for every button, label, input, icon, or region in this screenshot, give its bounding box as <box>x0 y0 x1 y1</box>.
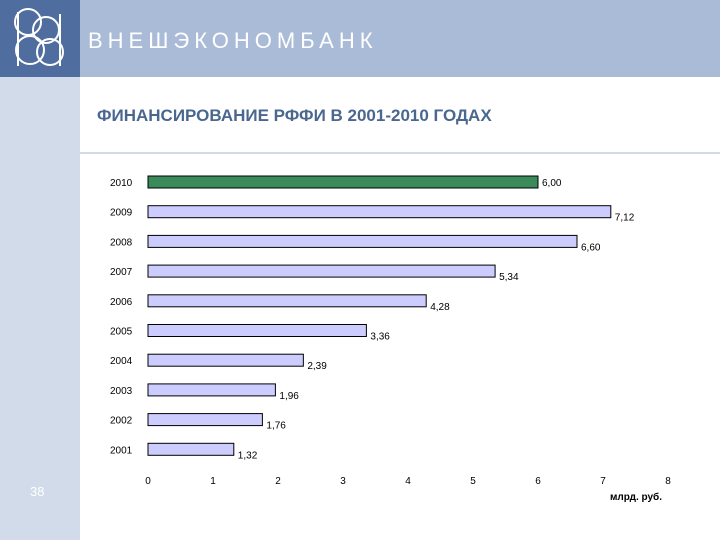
data-label: 1,32 <box>238 450 258 461</box>
x-tick-label: 3 <box>340 476 346 487</box>
x-tick-label: 7 <box>600 476 606 487</box>
bar-2002 <box>147 413 263 427</box>
bar-2007 <box>147 264 496 278</box>
bar-2008 <box>147 234 578 248</box>
title-divider <box>80 152 720 154</box>
left-strip <box>0 77 80 540</box>
category-label: 2009 <box>110 208 133 219</box>
category-label: 2001 <box>110 445 133 456</box>
bar-2009 <box>147 205 612 219</box>
bank-name: ВНЕШЭКОНОМБАНК <box>88 28 378 53</box>
data-label: 3,36 <box>370 332 390 343</box>
bar-2003 <box>147 383 276 397</box>
category-label: 2002 <box>110 416 133 427</box>
x-tick-label: 5 <box>470 476 476 487</box>
bank-logo-icon <box>14 8 64 66</box>
category-label: 2005 <box>110 327 133 338</box>
data-label: 4,28 <box>430 302 450 313</box>
slide-title: ФИНАНСИРОВАНИЕ РФФИ В 2001-2010 ГОДАХ <box>97 106 492 125</box>
category-label: 2007 <box>110 267 133 278</box>
data-label: 2,39 <box>307 361 327 372</box>
category-label: 2010 <box>110 178 133 189</box>
x-tick-label: 0 <box>145 476 151 487</box>
category-label: 2008 <box>110 237 133 248</box>
bar-2001 <box>147 442 235 456</box>
data-label: 1,96 <box>279 391 299 402</box>
data-label: 1,76 <box>266 421 286 432</box>
bar-2006 <box>147 294 427 308</box>
x-axis-label: млрд. руб. <box>610 491 662 503</box>
data-label: 6,00 <box>542 178 562 189</box>
category-label: 2004 <box>110 356 133 367</box>
bar-2005 <box>147 324 367 337</box>
category-label: 2006 <box>110 297 133 308</box>
x-tick-label: 2 <box>275 476 281 487</box>
x-tick-label: 8 <box>665 476 671 487</box>
bar-2004 <box>147 353 304 367</box>
category-label: 2003 <box>110 386 133 397</box>
data-label: 7,12 <box>615 213 635 224</box>
x-tick-label: 1 <box>210 476 216 487</box>
bar-2010 <box>147 175 539 189</box>
bank-logo <box>0 0 80 77</box>
page-number: 38 <box>30 484 45 499</box>
header-band <box>0 0 720 77</box>
x-tick-label: 4 <box>405 476 411 487</box>
data-label: 5,34 <box>499 272 519 283</box>
data-label: 6,60 <box>581 242 601 253</box>
x-tick-label: 6 <box>535 476 541 487</box>
title-band <box>80 77 720 152</box>
